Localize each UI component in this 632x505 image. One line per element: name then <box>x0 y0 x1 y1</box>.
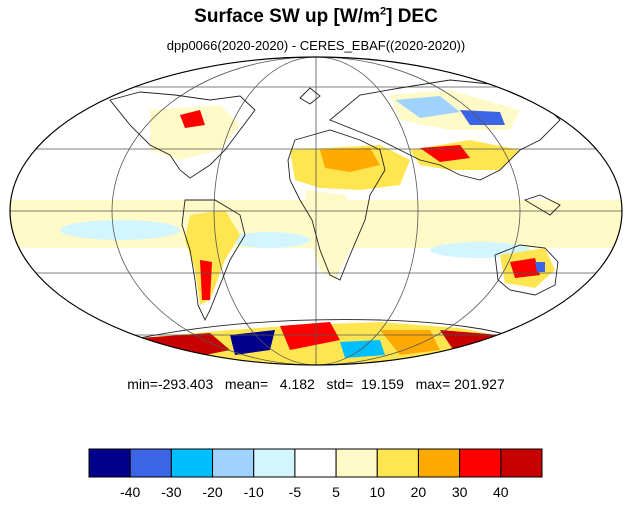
map-border <box>9 56 623 366</box>
colorbar-swatch <box>459 448 502 478</box>
colorbar-swatch <box>294 448 337 478</box>
colorbar-swatch <box>417 448 461 478</box>
statistics-line: min=-293.403 mean= 4.182 std= 19.159 max… <box>127 376 505 392</box>
plot-subtitle: dpp0066(2020-2020) - CERES_EBAF((2020-20… <box>166 38 466 53</box>
colorbar-swatch <box>335 448 378 478</box>
plot-title: Surface SW up [W/m2] DEC <box>194 5 438 27</box>
title-superscript: 2 <box>379 5 387 18</box>
colorbar-tick-label: -30 <box>161 484 182 500</box>
colorbar-tick-label: -40 <box>120 484 141 500</box>
colorbar-swatch <box>88 448 131 478</box>
colorbar-tick-label: 30 <box>451 484 468 500</box>
colorbar-swatch <box>170 448 214 478</box>
colorbar-tick-label: -10 <box>243 484 264 500</box>
colorbar-swatch <box>212 448 255 478</box>
colorbar-tick-label: 20 <box>410 484 427 500</box>
colorbar-swatch <box>500 448 543 478</box>
colorbar-tick-label: -5 <box>288 484 302 500</box>
colorbar-tick-label: -20 <box>202 484 223 500</box>
colorbar-swatch <box>253 448 296 478</box>
colorbar-swatch <box>129 448 172 478</box>
colorbar-tick-label: 40 <box>493 484 509 500</box>
colorbar-tick-label: 10 <box>369 484 386 500</box>
coastlines <box>109 79 561 341</box>
colorbar-tick-label: 5 <box>332 484 340 500</box>
colorbar-swatch <box>376 448 419 478</box>
